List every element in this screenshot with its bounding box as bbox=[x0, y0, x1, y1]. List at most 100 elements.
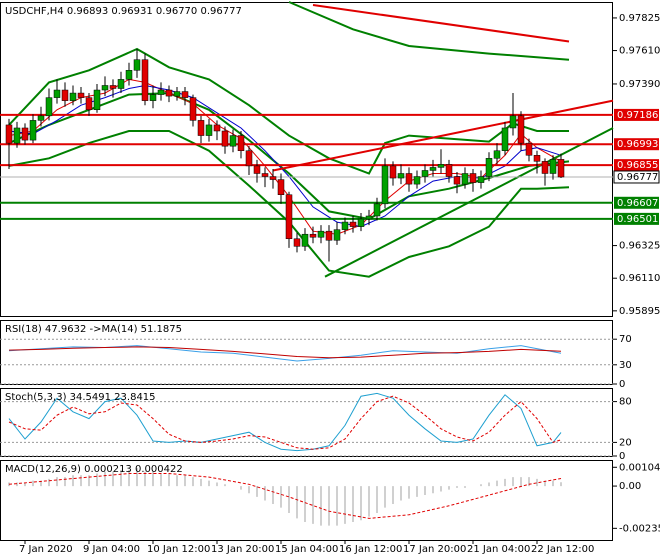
indicator-line bbox=[288, 1, 570, 61]
candle-body bbox=[533, 155, 541, 162]
indicator-line bbox=[8, 392, 562, 452]
candle-body bbox=[325, 230, 333, 241]
y-tick-label: 0.95895 bbox=[619, 306, 660, 317]
candle-body bbox=[389, 165, 397, 179]
candle-body bbox=[117, 79, 125, 89]
level-label: 0.96607 bbox=[617, 198, 658, 209]
y-tick-label: 0.96110 bbox=[619, 273, 660, 284]
candle-body bbox=[469, 173, 477, 183]
indicator-line bbox=[8, 395, 562, 450]
candle-body bbox=[421, 170, 429, 177]
candle-body bbox=[317, 230, 325, 238]
indicator-line bbox=[312, 4, 570, 43]
candle-body bbox=[397, 173, 405, 179]
candle-body bbox=[445, 164, 453, 177]
candle-body bbox=[93, 89, 101, 111]
panel-frame bbox=[0, 388, 613, 457]
candle-body bbox=[413, 176, 421, 185]
candle-body bbox=[437, 164, 445, 168]
candle-body bbox=[37, 115, 45, 121]
candle-body bbox=[205, 124, 213, 136]
level-label-box bbox=[614, 196, 659, 209]
candle-body bbox=[69, 92, 77, 101]
y-tick-label: 0 bbox=[619, 451, 625, 462]
candle-body bbox=[261, 173, 269, 177]
candle-body bbox=[29, 120, 37, 141]
candle-body bbox=[341, 221, 349, 230]
candle-body bbox=[365, 215, 373, 220]
candle-body bbox=[477, 176, 485, 183]
candle-body bbox=[101, 85, 109, 91]
x-tick-label: 17 Jan 20:00 bbox=[403, 544, 466, 555]
candle-body bbox=[149, 94, 157, 101]
y-tick-label: 0.97390 bbox=[619, 79, 660, 90]
panel-title: USDCHF,H4 0.96893 0.96931 0.96770 0.9677… bbox=[5, 6, 242, 17]
candle-body bbox=[429, 167, 437, 171]
level-label: 0.96501 bbox=[617, 214, 658, 225]
panel-title: RSI(18) 47.9632 ->MA(14) 51.1875 bbox=[5, 324, 182, 335]
candle-body bbox=[45, 97, 53, 117]
level-label: 0.96993 bbox=[617, 139, 658, 150]
candle-body bbox=[453, 176, 461, 185]
candle-body bbox=[301, 233, 309, 247]
candle-body bbox=[13, 127, 21, 144]
candle-body bbox=[253, 165, 261, 174]
candle-body bbox=[125, 70, 133, 80]
candle-body bbox=[549, 159, 557, 174]
candle-body bbox=[245, 150, 253, 167]
panel-frame bbox=[0, 2, 613, 317]
candle-body bbox=[493, 150, 501, 159]
y-tick-label: 30 bbox=[619, 360, 632, 371]
candle-body bbox=[333, 229, 341, 241]
y-tick-label: 0.001045 bbox=[619, 462, 660, 473]
level-label: 0.96855 bbox=[617, 160, 658, 171]
candle-body bbox=[277, 179, 285, 195]
panel-title: Stoch(5,3,3) 34.5491 23.8415 bbox=[5, 392, 156, 403]
y-tick-label: 80 bbox=[619, 397, 632, 408]
candle-body bbox=[293, 238, 301, 247]
candle-body bbox=[501, 127, 509, 151]
candle-body bbox=[21, 127, 29, 141]
candle-body bbox=[53, 89, 61, 98]
level-label-box bbox=[614, 138, 659, 151]
candle-body bbox=[381, 165, 389, 205]
last-price-box bbox=[613, 170, 660, 184]
y-tick-label: 0 bbox=[619, 379, 625, 390]
indicator-line bbox=[272, 99, 614, 172]
indicator-line bbox=[8, 47, 569, 175]
y-tick-label: 0.96325 bbox=[619, 241, 660, 252]
candle-body bbox=[517, 115, 525, 144]
candle-body bbox=[109, 85, 117, 89]
y-tick-label: 20 bbox=[619, 437, 632, 448]
panel-frame bbox=[0, 320, 613, 385]
y-tick-label: 70 bbox=[619, 334, 632, 345]
level-label-box bbox=[614, 108, 659, 121]
candle-body bbox=[357, 218, 365, 227]
candle-body bbox=[373, 203, 381, 217]
indicator-line bbox=[8, 473, 562, 519]
x-tick-label: 15 Jan 04:00 bbox=[275, 544, 338, 555]
level-label: 0.97186 bbox=[617, 110, 658, 121]
candle-body bbox=[509, 115, 517, 129]
indicator-line bbox=[8, 346, 562, 359]
candle-body bbox=[229, 135, 237, 147]
candle-body bbox=[485, 158, 493, 177]
candle-body bbox=[237, 135, 245, 151]
candle-body bbox=[141, 59, 149, 101]
candle-body bbox=[77, 92, 85, 98]
candle-body bbox=[269, 176, 277, 180]
x-tick-label: 9 Jan 04:00 bbox=[83, 544, 140, 555]
x-tick-label: 22 Jan 12:00 bbox=[531, 544, 594, 555]
candle-body bbox=[213, 124, 221, 132]
candle-body bbox=[221, 130, 229, 147]
candle-body bbox=[309, 233, 317, 238]
x-tick-label: 13 Jan 20:00 bbox=[211, 544, 274, 555]
x-tick-label: 10 Jan 12:00 bbox=[147, 544, 210, 555]
last-price-label: 0.96777 bbox=[617, 172, 658, 183]
candle-body bbox=[133, 59, 141, 71]
candle-body bbox=[5, 124, 13, 144]
candle-body bbox=[285, 194, 293, 240]
candle-body bbox=[181, 91, 189, 98]
indicator-line bbox=[8, 130, 570, 278]
